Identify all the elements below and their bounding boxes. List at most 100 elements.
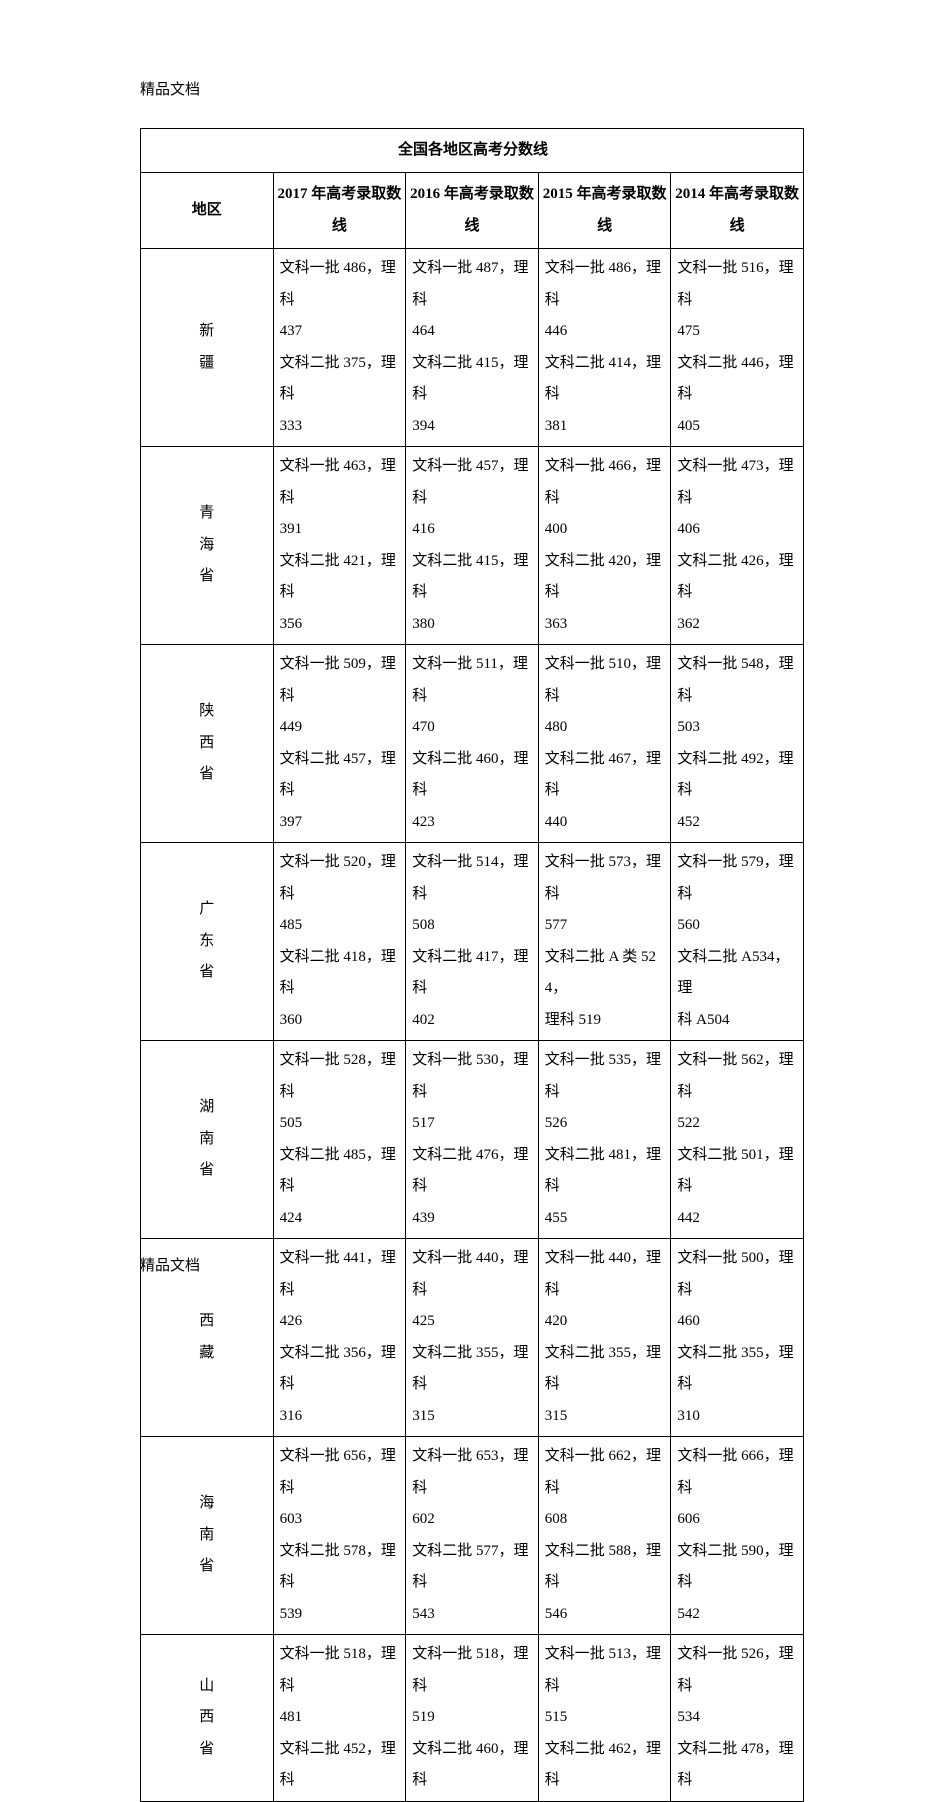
cell-line: 455 — [545, 1203, 667, 1235]
cell-line: 文科一批 579，理科 — [677, 847, 799, 910]
cell-content: 文科一批 440，理科425文科二批 355，理科315 — [412, 1243, 534, 1432]
data-cell: 文科一批 518，理科481文科二批 452，理科 — [273, 1635, 406, 1802]
cell-line: 310 — [677, 1401, 799, 1433]
cell-content: 文科一批 653，理科602文科二批 577，理科543 — [412, 1441, 534, 1630]
cell-line: 439 — [412, 1203, 534, 1235]
cell-line: 文科二批 462，理科 — [545, 1734, 667, 1797]
cell-line: 文科二批 577，理科 — [412, 1536, 534, 1599]
data-cell: 文科一批 441，理科426文科二批 356，理科316 — [273, 1239, 406, 1437]
cell-line: 391 — [280, 514, 402, 546]
cell-line: 460 — [677, 1306, 799, 1338]
cell-content: 文科一批 511，理科470文科二批 460，理科423 — [412, 649, 534, 838]
cell-line: 文科二批 375，理科 — [280, 348, 402, 411]
cell-content: 文科一批 510，理科480文科二批 467，理科440 — [545, 649, 667, 838]
cell-line: 356 — [280, 609, 402, 641]
cell-content: 文科一批 579，理科560文科二批 A534，理科 A504 — [677, 847, 799, 1036]
cell-line: 文科二批 A 类 524， — [545, 942, 667, 1005]
cell-line: 科 A504 — [677, 1005, 799, 1037]
cell-content: 文科一批 466，理科400文科二批 420，理科363 — [545, 451, 667, 640]
data-cell: 文科一批 530，理科517文科二批 476，理科439 — [406, 1041, 539, 1239]
cell-content: 文科一批 514，理科508文科二批 417，理科402 — [412, 847, 534, 1036]
footer-doc-label: 精品文档 — [140, 1254, 200, 1275]
cell-line: 402 — [412, 1005, 534, 1037]
cell-line: 文科二批 415，理科 — [412, 348, 534, 411]
cell-line: 文科一批 653，理科 — [412, 1441, 534, 1504]
data-cell: 文科一批 514，理科508文科二批 417，理科402 — [406, 843, 539, 1041]
cell-line: 文科一批 473，理科 — [677, 451, 799, 514]
cell-content: 文科一批 509，理科449文科二批 457，理科397 — [280, 649, 402, 838]
cell-line: 519 — [412, 1702, 534, 1734]
cell-line: 文科二批 501，理科 — [677, 1140, 799, 1203]
cell-line: 360 — [280, 1005, 402, 1037]
cell-line: 文科二批 420，理科 — [545, 546, 667, 609]
data-cell: 文科一批 511，理科470文科二批 460，理科423 — [406, 645, 539, 843]
region-cell: 陕西省 — [141, 645, 274, 843]
cell-line: 文科一批 518，理科 — [280, 1639, 402, 1702]
region-char: 青 — [143, 498, 271, 530]
table-row: 湖南省文科一批 528，理科505文科二批 485，理科424文科一批 530，… — [141, 1041, 804, 1239]
cell-content: 文科一批 457，理科416文科二批 415，理科380 — [412, 451, 534, 640]
data-cell: 文科一批 518，理科519文科二批 460，理科 — [406, 1635, 539, 1802]
region-char: 省 — [143, 1551, 271, 1583]
cell-line: 文科一批 656，理科 — [280, 1441, 402, 1504]
cell-line: 416 — [412, 514, 534, 546]
cell-content: 文科一批 526，理科534文科二批 478，理科 — [677, 1639, 799, 1797]
cell-content: 文科一批 463，理科391文科二批 421，理科356 — [280, 451, 402, 640]
cell-line: 437 — [280, 316, 402, 348]
data-cell: 文科一批 440，理科425文科二批 355，理科315 — [406, 1239, 539, 1437]
cell-line: 文科一批 562，理科 — [677, 1045, 799, 1108]
data-cell: 文科一批 562，理科522文科二批 501，理科442 — [671, 1041, 804, 1239]
region-char: 西 — [143, 1702, 271, 1734]
region-char: 省 — [143, 561, 271, 593]
cell-line: 文科二批 355，理科 — [412, 1338, 534, 1401]
region-char: 南 — [143, 1520, 271, 1552]
data-cell: 文科一批 500，理科460文科二批 355，理科310 — [671, 1239, 804, 1437]
cell-line: 文科一批 487，理科 — [412, 253, 534, 316]
cell-content: 文科一批 513，理科515文科二批 462，理科 — [545, 1639, 667, 1797]
cell-line: 446 — [545, 316, 667, 348]
cell-line: 424 — [280, 1203, 402, 1235]
cell-line: 485 — [280, 910, 402, 942]
region-char: 省 — [143, 1734, 271, 1766]
region-char: 陕 — [143, 696, 271, 728]
cell-line: 文科二批 356，理科 — [280, 1338, 402, 1401]
data-cell: 文科一批 548，理科503文科二批 492，理科452 — [671, 645, 804, 843]
table-title: 全国各地区高考分数线 — [141, 129, 804, 173]
cell-line: 397 — [280, 807, 402, 839]
cell-line: 333 — [280, 411, 402, 443]
data-cell: 文科一批 516，理科475文科二批 446，理科405 — [671, 249, 804, 447]
region-char: 东 — [143, 926, 271, 958]
cell-line: 文科二批 426，理科 — [677, 546, 799, 609]
region-cell: 山西省 — [141, 1635, 274, 1802]
cell-line: 394 — [412, 411, 534, 443]
data-cell: 文科一批 666，理科606文科二批 590，理科542 — [671, 1437, 804, 1635]
cell-line: 517 — [412, 1108, 534, 1140]
cell-line: 420 — [545, 1306, 667, 1338]
cell-line: 363 — [545, 609, 667, 641]
cell-line: 文科一批 573，理科 — [545, 847, 667, 910]
region-char: 广 — [143, 894, 271, 926]
data-cell: 文科一批 662，理科608文科二批 588，理科546 — [538, 1437, 671, 1635]
col-2016: 2016 年高考录取数线 — [406, 173, 539, 249]
data-cell: 文科一批 579，理科560文科二批 A534，理科 A504 — [671, 843, 804, 1041]
cell-line: 文科二批 421，理科 — [280, 546, 402, 609]
data-cell: 文科一批 656，理科603文科二批 578，理科539 — [273, 1437, 406, 1635]
table-row: 山西省文科一批 518，理科481文科二批 452，理科文科一批 518，理科5… — [141, 1635, 804, 1802]
cell-content: 文科一批 500，理科460文科二批 355，理科310 — [677, 1243, 799, 1432]
cell-content: 文科一批 656，理科603文科二批 578，理科539 — [280, 1441, 402, 1630]
cell-line: 文科二批 452，理科 — [280, 1734, 402, 1797]
data-cell: 文科一批 526，理科534文科二批 478，理科 — [671, 1635, 804, 1802]
cell-line: 文科一批 509，理科 — [280, 649, 402, 712]
col-region: 地区 — [141, 173, 274, 249]
cell-line: 文科二批 590，理科 — [677, 1536, 799, 1599]
region-cell: 海南省 — [141, 1437, 274, 1635]
cell-content: 文科一批 487，理科464文科二批 415，理科394 — [412, 253, 534, 442]
cell-line: 470 — [412, 712, 534, 744]
data-cell: 文科一批 510，理科480文科二批 467，理科440 — [538, 645, 671, 843]
data-cell: 文科一批 528，理科505文科二批 485，理科424 — [273, 1041, 406, 1239]
region-char: 省 — [143, 759, 271, 791]
cell-content: 文科一批 518，理科519文科二批 460，理科 — [412, 1639, 534, 1797]
cell-line: 文科一批 528，理科 — [280, 1045, 402, 1108]
cell-line: 452 — [677, 807, 799, 839]
table-row: 新疆文科一批 486，理科437文科二批 375，理科333文科一批 487，理… — [141, 249, 804, 447]
